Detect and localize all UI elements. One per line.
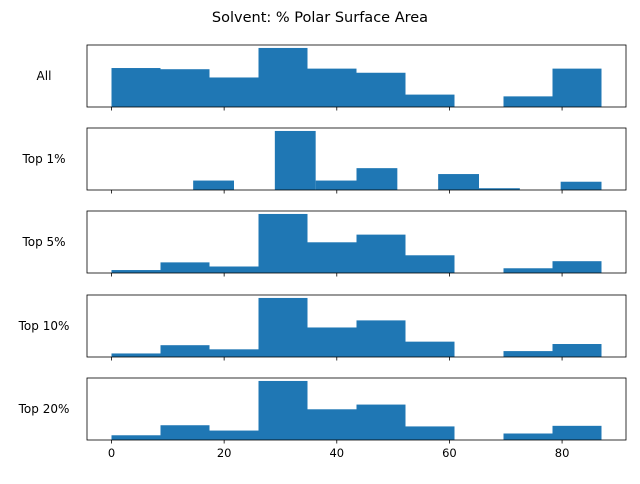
histogram-bar — [356, 72, 406, 107]
histogram-bar — [405, 255, 455, 273]
histogram-bar — [258, 297, 308, 357]
histogram-bar — [307, 327, 357, 357]
histogram-bar — [356, 404, 406, 440]
histogram-bar — [209, 77, 259, 107]
histogram-bar — [307, 242, 357, 273]
panel-label: All — [37, 69, 52, 83]
axes-frame — [86, 127, 627, 191]
histogram-panel: Top 5% — [21, 210, 627, 277]
histogram-bar — [356, 320, 406, 357]
histogram-panel: 0 20 40 60 80 Top 20% — [18, 377, 627, 460]
panel-label: Top 1% — [21, 152, 65, 166]
histogram-bar — [274, 130, 316, 190]
histogram-bar — [503, 351, 553, 357]
histogram-bar — [552, 261, 602, 273]
histogram-panel: All — [37, 44, 627, 111]
histogram-bar — [503, 96, 553, 107]
x-tick-label: 0 — [108, 446, 115, 460]
histogram-bar — [209, 349, 259, 357]
histogram-bar — [258, 380, 308, 440]
histogram-bar — [209, 430, 259, 440]
panel-label: Top 20% — [18, 402, 70, 416]
histogram-bar — [111, 270, 161, 273]
panels-group: All Top 1% Top 5% Top 10% 0 20 40 60 80 Top 20% — [18, 44, 627, 460]
histogram-panel: Top 10% — [18, 294, 627, 361]
histogram-bar — [356, 168, 398, 190]
histogram-bar — [560, 181, 602, 190]
histogram-bar — [552, 344, 602, 357]
histogram-bar — [111, 68, 161, 107]
histogram-bar — [160, 262, 210, 273]
histogram-panel: Top 1% — [21, 127, 627, 194]
axes-frame — [86, 44, 627, 108]
x-tick-label: 80 — [555, 446, 570, 460]
histogram-bar — [111, 435, 161, 440]
histogram-bar — [307, 68, 357, 107]
histogram-bar — [111, 353, 161, 357]
histogram-bar — [438, 174, 479, 190]
histogram-bar — [307, 409, 357, 440]
x-tick-label: 60 — [442, 446, 457, 460]
histogram-bar — [405, 94, 455, 107]
axes-frame — [86, 377, 627, 441]
figure-title: Solvent: % Polar Surface Area — [212, 10, 428, 26]
histogram-bar — [258, 47, 308, 107]
histogram-bar — [503, 433, 553, 440]
axes-frame — [86, 210, 627, 274]
histogram-bar — [356, 234, 406, 273]
histogram-bar — [405, 426, 455, 440]
panel-label: Top 5% — [21, 235, 65, 249]
histogram-bar — [315, 180, 357, 190]
histogram-bar — [193, 180, 234, 190]
histogram-bar — [552, 425, 602, 440]
histogram-bar — [258, 213, 308, 273]
histogram-bar — [160, 345, 210, 357]
histogram-bar — [552, 68, 602, 107]
x-tick-label: 40 — [329, 446, 344, 460]
axes-frame — [86, 294, 627, 358]
histogram-bar — [405, 341, 455, 357]
histogram-bar — [160, 425, 210, 440]
x-tick-label: 20 — [217, 446, 232, 460]
panel-label: Top 10% — [18, 319, 70, 333]
histogram-bar — [160, 69, 210, 107]
histogram-bar — [479, 188, 520, 190]
histogram-bar — [503, 268, 553, 273]
histogram-bar — [209, 266, 259, 273]
